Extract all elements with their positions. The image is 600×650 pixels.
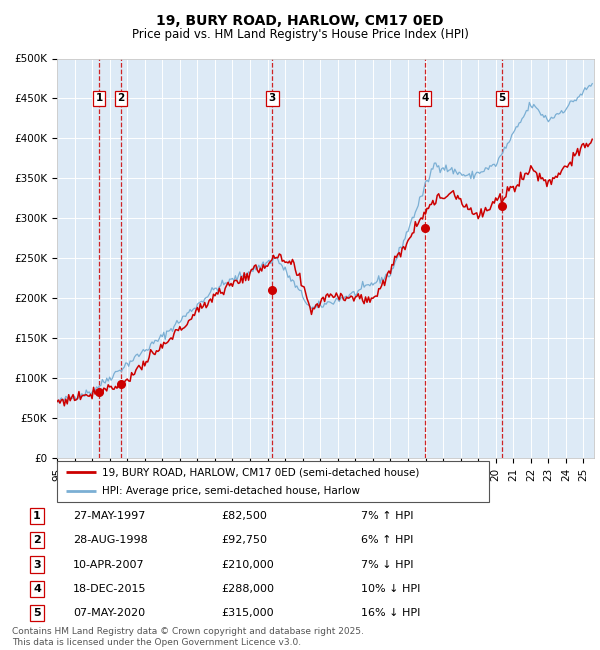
Text: £315,000: £315,000 [221,608,274,618]
Text: £210,000: £210,000 [221,560,274,569]
Text: £288,000: £288,000 [221,584,275,594]
Text: 27-MAY-1997: 27-MAY-1997 [73,511,145,521]
Text: HPI: Average price, semi-detached house, Harlow: HPI: Average price, semi-detached house,… [103,486,361,496]
Text: 5: 5 [33,608,41,618]
Text: 07-MAY-2020: 07-MAY-2020 [73,608,145,618]
Text: 10% ↓ HPI: 10% ↓ HPI [361,584,421,594]
FancyBboxPatch shape [57,462,489,502]
Text: 2: 2 [33,535,41,545]
Text: 28-AUG-1998: 28-AUG-1998 [73,535,148,545]
Text: 4: 4 [33,584,41,594]
Text: 18-DEC-2015: 18-DEC-2015 [73,584,146,594]
Text: 16% ↓ HPI: 16% ↓ HPI [361,608,421,618]
Text: 5: 5 [499,94,506,103]
Text: 3: 3 [269,94,276,103]
Text: £82,500: £82,500 [221,511,268,521]
Text: 2: 2 [118,94,125,103]
Text: 19, BURY ROAD, HARLOW, CM17 0ED (semi-detached house): 19, BURY ROAD, HARLOW, CM17 0ED (semi-de… [103,467,420,477]
Text: 7% ↓ HPI: 7% ↓ HPI [361,560,414,569]
Text: 4: 4 [421,94,428,103]
Text: 7% ↑ HPI: 7% ↑ HPI [361,511,414,521]
Text: Price paid vs. HM Land Registry's House Price Index (HPI): Price paid vs. HM Land Registry's House … [131,28,469,41]
Text: 1: 1 [33,511,41,521]
Text: 1: 1 [95,94,103,103]
Text: 3: 3 [33,560,41,569]
Text: 10-APR-2007: 10-APR-2007 [73,560,145,569]
Text: 19, BURY ROAD, HARLOW, CM17 0ED: 19, BURY ROAD, HARLOW, CM17 0ED [156,14,444,29]
Text: £92,750: £92,750 [221,535,268,545]
Text: Contains HM Land Registry data © Crown copyright and database right 2025.
This d: Contains HM Land Registry data © Crown c… [12,627,364,647]
Text: 6% ↑ HPI: 6% ↑ HPI [361,535,413,545]
